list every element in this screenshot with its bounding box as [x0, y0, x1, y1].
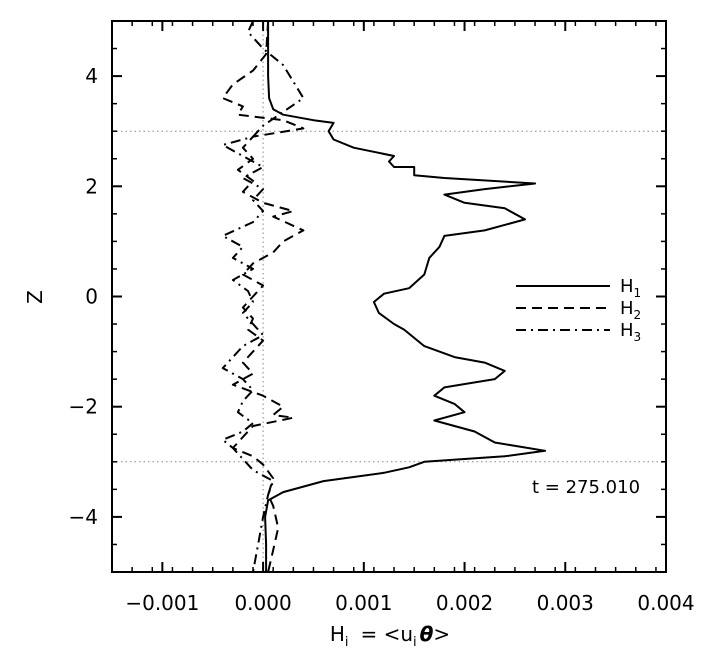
- x-tick-label: 0.003: [537, 591, 594, 615]
- x-tick-label: 0.000: [234, 591, 291, 615]
- y-tick-label: 4: [85, 64, 98, 88]
- series-line-1: [264, 21, 547, 572]
- x-axis-label: Hi = <ui θ>: [330, 622, 450, 650]
- y-tick-label: −2: [69, 395, 98, 419]
- x-axis-label-rhs-sub: i: [413, 635, 417, 650]
- y-tick-label: 2: [85, 174, 98, 198]
- y-tick-label: 0: [85, 285, 98, 309]
- x-tick-label: 0.004: [637, 591, 694, 615]
- x-tick-label: 0.001: [335, 591, 392, 615]
- x-tick-label: −0.001: [125, 591, 199, 615]
- x-axis-label-main: H: [330, 622, 345, 646]
- y-axis-label: Z: [23, 290, 47, 304]
- legend-label-h1: H1: [620, 276, 641, 300]
- reference-lines: [112, 21, 666, 572]
- time-annotation: t = 275.010: [532, 477, 640, 498]
- y-tick-label: −4: [69, 505, 98, 529]
- x-axis-label-rhs-suffix: >: [433, 622, 450, 646]
- x-axis-label-rhs-prefix: = <u: [360, 622, 413, 646]
- legend-label-h3: H3: [620, 320, 641, 344]
- ticks-layer: [111, 20, 667, 573]
- tick-labels-layer: −0.001 0.000 0.001 0.002 0.003 0.004 −4 −2 0 2 4: [69, 64, 695, 615]
- x-axis-label-theta: θ: [420, 622, 434, 646]
- x-axis-label-sub: i: [345, 635, 349, 650]
- series-line-3: [221, 20, 305, 573]
- x-tick-label: 0.002: [436, 591, 493, 615]
- series-layer: [221, 20, 547, 573]
- legend: H1 H2 H3: [516, 276, 641, 344]
- legend-label-h2: H2: [620, 298, 641, 322]
